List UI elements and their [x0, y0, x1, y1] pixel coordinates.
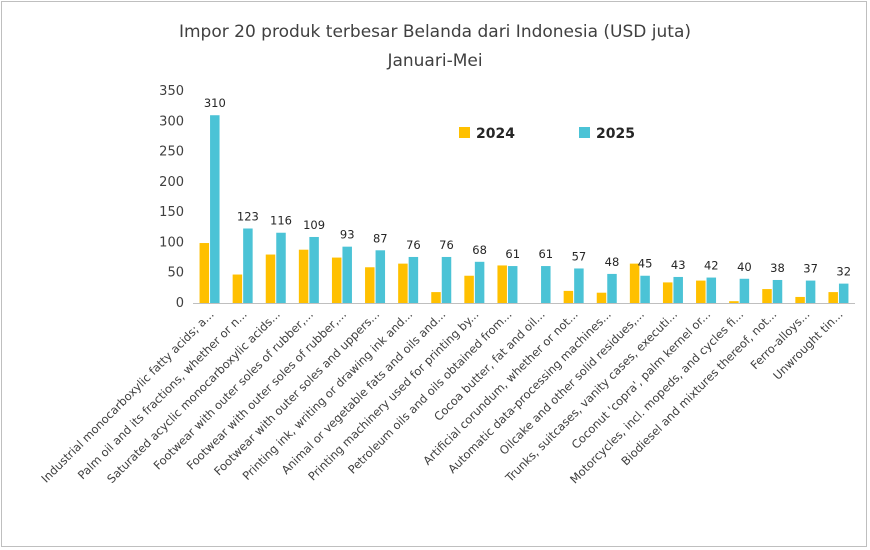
- data-label: 45: [638, 257, 653, 271]
- data-label: 123: [237, 209, 259, 223]
- bar-2024: [828, 292, 838, 303]
- data-label: 57: [572, 249, 587, 263]
- bar-2024: [795, 296, 805, 303]
- data-labels: 310 123 116 109 93 87 76 76 68 61 61 57 48 45 43 42 40 38…: [204, 96, 851, 278]
- legend-swatch-2024: [459, 127, 470, 138]
- bar-2024: [298, 249, 309, 303]
- y-tick-label: 300: [159, 114, 184, 129]
- bar-2025: [541, 266, 551, 303]
- bar-2024: [199, 243, 210, 303]
- data-label: 43: [671, 258, 686, 272]
- data-label: 76: [439, 238, 454, 252]
- data-label: 61: [505, 247, 520, 261]
- legend-label-2024: 2024: [476, 126, 515, 142]
- bar-2025: [706, 277, 717, 303]
- data-label: 116: [270, 214, 292, 228]
- bar-2025: [210, 115, 220, 303]
- bar-2024: [762, 289, 772, 303]
- data-label: 76: [406, 238, 421, 252]
- y-tick-label: 200: [159, 175, 184, 190]
- bar-2024: [662, 282, 673, 303]
- bar-2025: [441, 256, 452, 303]
- bar-2025: [607, 273, 617, 303]
- bar-2024: [629, 263, 640, 303]
- bar-2025: [574, 268, 584, 303]
- bar-2024: [331, 257, 342, 303]
- data-label: 310: [204, 96, 226, 110]
- bar-2025: [276, 232, 286, 303]
- bar-2025: [375, 250, 386, 303]
- bar-2024: [563, 290, 574, 303]
- data-label: 37: [803, 262, 818, 276]
- data-label: 61: [538, 247, 553, 261]
- chart-title: Impor 20 produk terbesar Belanda dari In…: [179, 22, 691, 42]
- bar-2025: [309, 236, 319, 303]
- data-label: 109: [303, 218, 325, 232]
- bar-2024: [232, 274, 243, 303]
- bar-2024: [265, 254, 276, 303]
- bars: [199, 115, 849, 303]
- bar-2025: [772, 279, 783, 303]
- y-tick-label: 100: [159, 235, 184, 250]
- bar-2025: [739, 278, 750, 303]
- bar-2024: [729, 301, 739, 303]
- y-tick-label: 0: [176, 296, 184, 311]
- bar-2025: [673, 276, 683, 303]
- data-label: 40: [737, 260, 752, 274]
- y-axis: 0 50 100 150 200 250 300 350: [159, 84, 184, 311]
- bar-2024: [431, 292, 441, 303]
- bar-2025: [474, 261, 485, 303]
- bar-2024: [497, 265, 507, 303]
- legend-label-2025: 2025: [596, 126, 635, 142]
- legend-swatch-2025: [579, 127, 590, 138]
- data-label: 42: [704, 259, 719, 273]
- bar-2025: [640, 275, 650, 303]
- bar-2025: [408, 256, 419, 303]
- bar-2024: [365, 267, 375, 303]
- y-tick-label: 50: [167, 266, 184, 281]
- x-axis: Industrial monocarboxylic fatty acids; a…: [38, 303, 855, 486]
- bar-2024: [398, 263, 408, 303]
- data-label: 32: [836, 265, 851, 279]
- bar-2024: [464, 275, 474, 303]
- chart-subtitle: Januari-Mei: [386, 51, 482, 71]
- bar-2025: [838, 283, 849, 303]
- bar-2025: [507, 266, 518, 303]
- legend: 2024 2025: [459, 126, 635, 142]
- bar-2025: [243, 228, 253, 303]
- data-label: 93: [340, 228, 355, 242]
- bar-2024: [596, 292, 607, 303]
- data-label: 68: [472, 243, 487, 257]
- y-tick-label: 250: [159, 145, 184, 160]
- y-tick-label: 150: [159, 205, 184, 220]
- y-tick-label: 350: [159, 84, 184, 99]
- data-label: 48: [605, 255, 620, 269]
- data-label: 87: [373, 231, 388, 245]
- bar-2025: [342, 246, 352, 303]
- bar-2024: [696, 280, 706, 303]
- data-label: 38: [770, 261, 785, 275]
- bar-2025: [805, 280, 816, 303]
